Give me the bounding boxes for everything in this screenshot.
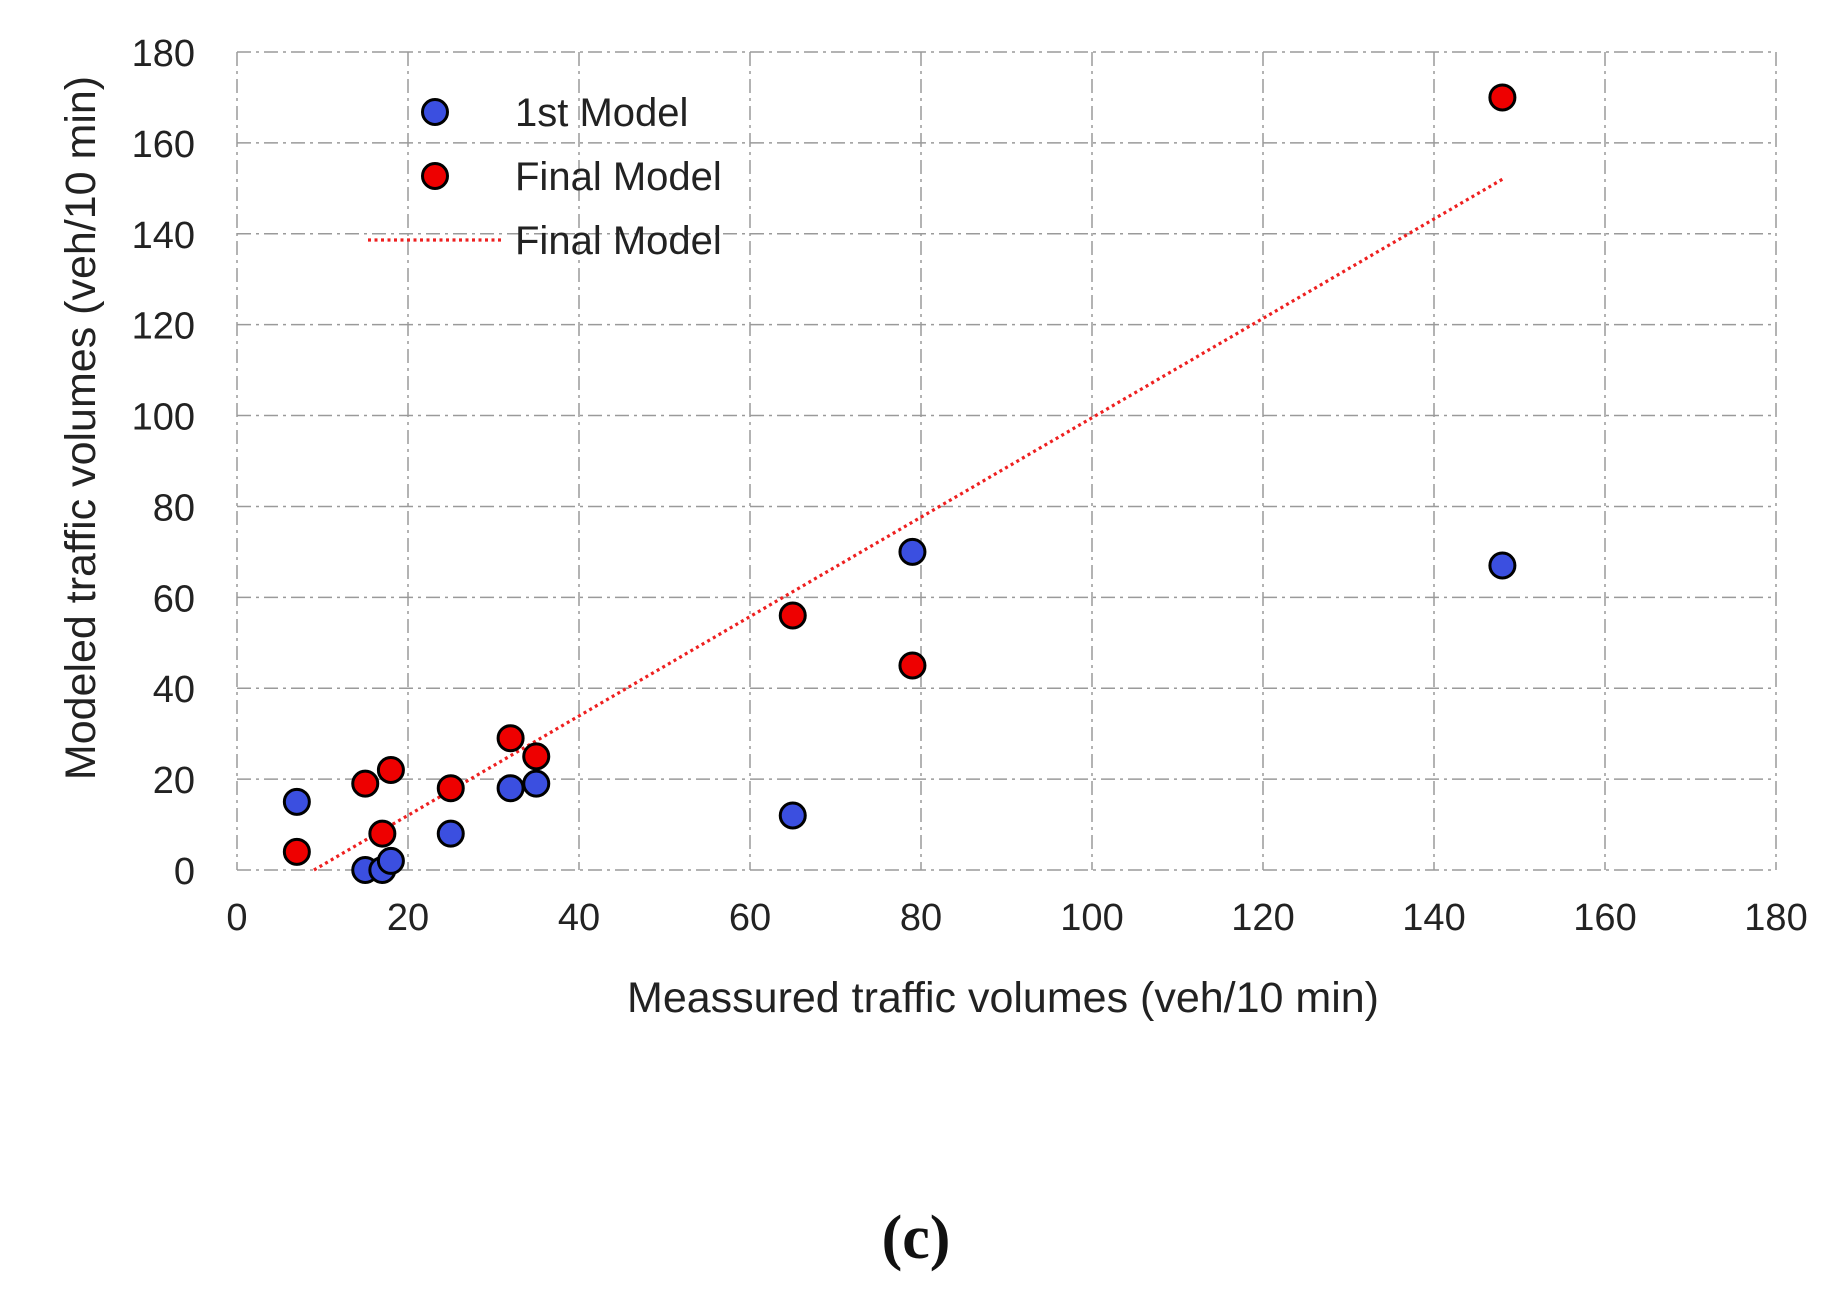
point-1st-model: [1488, 551, 1517, 580]
x-tick-label: 140: [1402, 897, 1465, 939]
x-tick-label: 20: [387, 897, 429, 939]
point-final-model: [368, 819, 397, 848]
legend-label: Final Model: [515, 219, 722, 263]
point-final-model: [351, 769, 380, 798]
y-tick-label: 0: [174, 851, 195, 893]
y-tick-label: 100: [132, 397, 195, 439]
point-1st-model: [778, 801, 807, 830]
legend-label: Final Model: [515, 155, 722, 199]
x-tick-label: 180: [1744, 897, 1807, 939]
y-axis-title: Modeled traffic volumes (veh/10 min): [57, 76, 105, 780]
point-1st-model: [496, 774, 525, 803]
point-1st-model: [436, 819, 465, 848]
trendline-layer: [313, 177, 1504, 872]
point-1st-model: [282, 787, 311, 816]
legend-marker-final-model: [421, 162, 449, 190]
x-tick-label: 120: [1231, 897, 1294, 939]
point-final-model: [436, 774, 465, 803]
y-tick-label: 140: [132, 215, 195, 257]
point-final-model: [376, 756, 405, 785]
point-final-model: [496, 724, 525, 753]
x-tick-label: 0: [226, 897, 247, 939]
point-final-model: [898, 651, 927, 680]
point-1st-model: [898, 537, 927, 566]
y-tick-label: 180: [132, 33, 195, 75]
y-tick-label: 60: [153, 578, 195, 620]
point-final-model: [522, 742, 551, 771]
x-tick-label: 100: [1060, 897, 1123, 939]
point-1st-model: [522, 769, 551, 798]
point-final-model: [282, 837, 311, 866]
point-final-model: [1488, 83, 1517, 112]
x-tick-label: 160: [1573, 897, 1636, 939]
legend: 1st Model Final Model Final Model: [368, 91, 722, 263]
x-tick-label: 60: [729, 897, 771, 939]
y-tick-label: 120: [132, 306, 195, 348]
panel-label: (c): [882, 1204, 951, 1272]
x-axis-title: Meassured traffic volumes (veh/10 min): [627, 974, 1379, 1022]
x-tick-label: 40: [558, 897, 600, 939]
y-tick-label: 80: [153, 487, 195, 529]
tick-labels: 0 20 40 60 80 100 120 140 160 180 0 20 40 60 80 100 120 1…: [132, 33, 1808, 939]
trendline-final-model: [313, 177, 1504, 872]
y-tick-label: 40: [153, 669, 195, 711]
point-final-model: [778, 601, 807, 630]
point-1st-model: [376, 846, 405, 875]
legend-marker-1st-model: [421, 98, 449, 126]
x-tick-label: 80: [900, 897, 942, 939]
y-tick-label: 20: [153, 760, 195, 802]
legend-label: 1st Model: [515, 91, 688, 135]
grid: [236, 51, 1777, 871]
y-tick-label: 160: [132, 124, 195, 166]
data-points: [282, 83, 1517, 884]
